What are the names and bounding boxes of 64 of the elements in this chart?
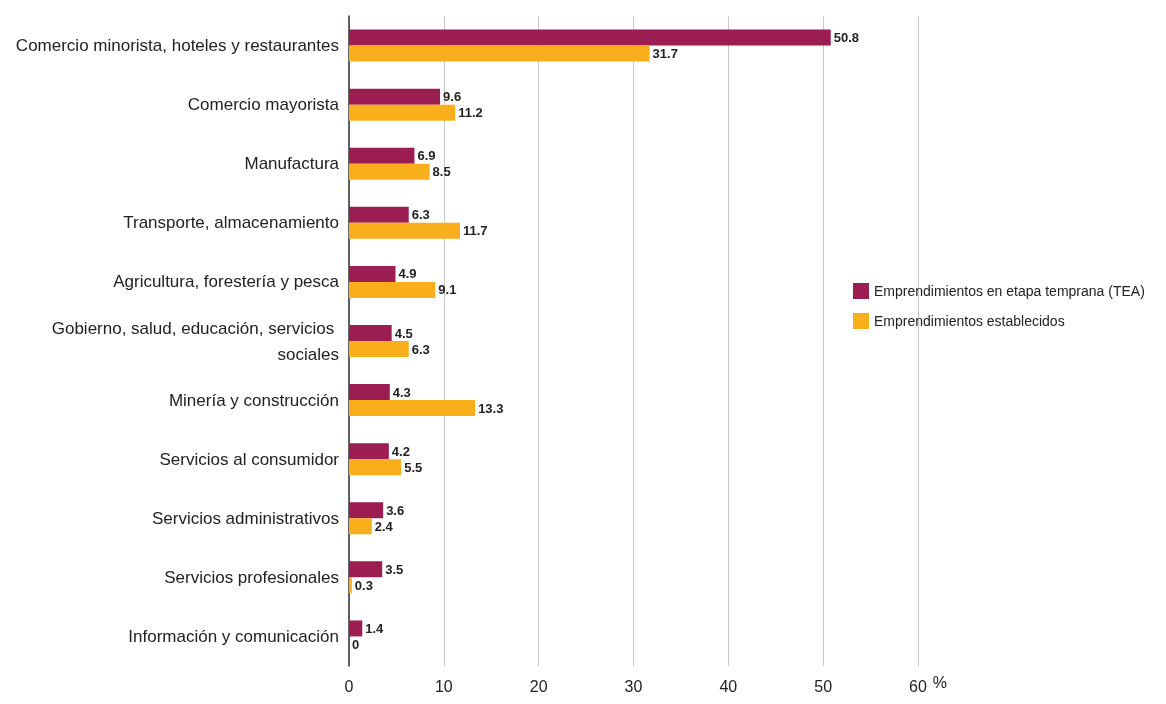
bar: [349, 459, 402, 476]
bar: [349, 443, 389, 460]
data-label: 11.2: [458, 105, 483, 121]
x-tick-label: 60: [909, 677, 927, 695]
data-label: 0: [352, 636, 360, 652]
bar: [349, 281, 436, 298]
y-tick-label: Servicios profesionales: [164, 567, 339, 587]
bar: [349, 104, 456, 121]
data-label: 11.7: [462, 223, 488, 239]
data-label: 4.9: [398, 266, 417, 282]
legend-label: Emprendimientos en etapa temprana (TEA): [874, 283, 1145, 299]
data-label: 9.6: [443, 89, 462, 105]
data-label: 9.1: [438, 282, 457, 298]
bar: [349, 206, 409, 223]
y-tick-label: Agricultura, forestería y pesca: [113, 272, 340, 292]
data-label: 3.5: [385, 561, 404, 577]
bar: [349, 45, 650, 62]
bar: [349, 88, 441, 105]
bar: [349, 400, 476, 417]
data-label: 3.6: [386, 502, 405, 518]
bar: [349, 561, 383, 578]
bar: [349, 341, 409, 357]
x-tick-label: 30: [624, 677, 643, 695]
data-label: 6.3: [411, 341, 430, 357]
y-tick-label: Servicios administrativos: [151, 508, 339, 528]
data-label: 50.8: [833, 30, 860, 46]
data-label: 4.3: [392, 384, 411, 400]
y-tick-label: Comercio minorista, hoteles y restaurantes: [15, 36, 339, 56]
data-label: 8.5: [432, 164, 451, 180]
bar: [349, 620, 363, 637]
bar: [349, 325, 392, 341]
x-tick-label: 10: [434, 677, 453, 695]
x-tick-label: 40: [719, 677, 738, 695]
data-label: 1.4: [365, 620, 385, 636]
data-label: 0.3: [354, 577, 373, 593]
bar: [349, 265, 396, 282]
y-tick-label: Minería y construcción: [168, 390, 339, 410]
bar: [349, 222, 460, 239]
bar: [349, 518, 372, 535]
data-label: 6.3: [411, 207, 430, 223]
data-label: 31.7: [652, 46, 678, 62]
y-tick-label: Transporte, almacenamiento: [123, 213, 339, 233]
bar: [349, 384, 390, 401]
x-axis-title: %: [932, 673, 948, 691]
bar: [349, 29, 831, 46]
x-tick-label: 0: [344, 677, 354, 695]
data-label: 2.4: [374, 518, 394, 534]
y-tick-label: Información y comunicación: [128, 626, 339, 646]
y-tick-label: Gobierno, salud, educación, servicios sociales: [51, 318, 339, 364]
legend-label: Emprendimientos establecidos: [874, 313, 1065, 329]
y-tick-label: Manufactura: [244, 154, 340, 174]
bar: [349, 577, 352, 594]
data-label: 4.5: [394, 325, 413, 341]
data-label: 5.5: [404, 459, 423, 475]
data-label: 6.9: [417, 148, 436, 164]
x-tick-label: 20: [529, 677, 548, 695]
bar: [349, 163, 430, 180]
y-tick-label: Servicios al consumidor: [159, 449, 340, 469]
data-label: 4.2: [391, 443, 410, 459]
data-label: 13.3: [478, 400, 504, 416]
y-tick-label: Comercio mayorista: [187, 95, 340, 115]
bar: [349, 147, 415, 164]
x-tick-label: 50: [814, 677, 833, 695]
bar: [349, 502, 384, 519]
